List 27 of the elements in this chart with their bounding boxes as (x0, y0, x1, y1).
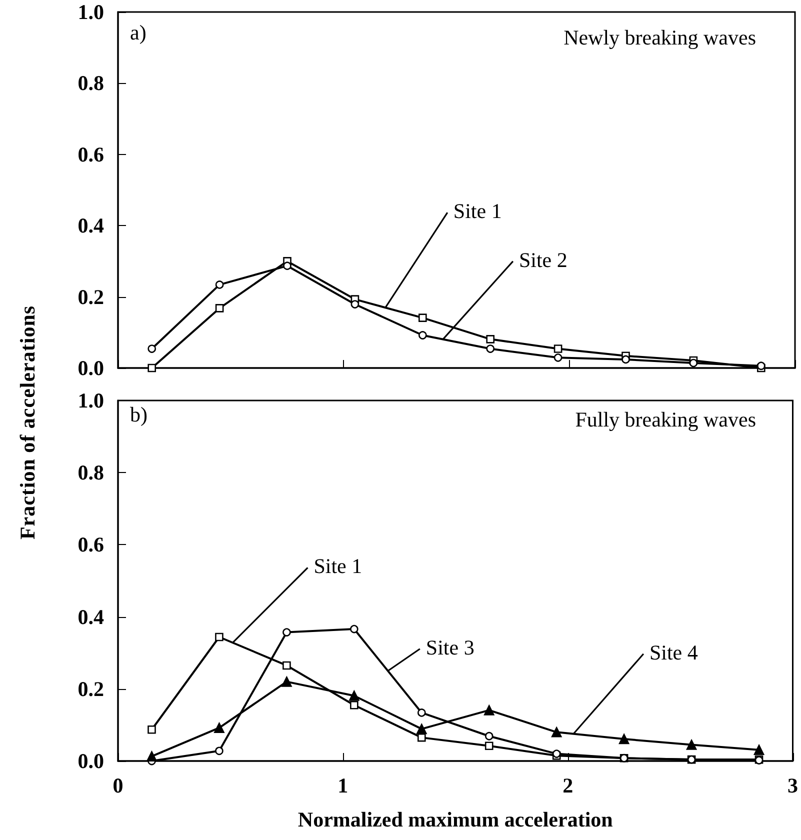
y-axis-title: Fraction of accelerations (16, 304, 40, 542)
y-tick-label: 0.8 (78, 460, 104, 485)
legend-label: Site 3 (426, 635, 474, 660)
y-tick-label: 0.4 (78, 604, 104, 629)
x-axis-title: Normalized maximum acceleration (298, 808, 614, 832)
text: Site 4 (649, 640, 698, 664)
text: Site 2 (518, 248, 568, 272)
y-tick-label: 0.2 (78, 676, 104, 701)
text: Site 1 (314, 554, 362, 578)
annotation: a) (130, 20, 146, 44)
y-tick-label: 0.8 (78, 71, 104, 96)
x-tick-label: 2 (562, 774, 574, 798)
y-tick-label: 0.4 (78, 214, 104, 238)
text: Site 1 (453, 199, 502, 224)
x-tick-label: 1 (338, 774, 348, 798)
x-tick-label: 0 (112, 774, 124, 798)
y-tick-label: 0.2 (78, 284, 104, 309)
y-tick-label: 0.0 (78, 356, 104, 380)
annotation: b) (130, 402, 148, 426)
x-tick-label: 3 (788, 774, 798, 798)
chart-title: Fully breaking waves (575, 408, 756, 432)
y-tick-label: 0.6 (78, 532, 104, 557)
text: Newly breaking waves (564, 26, 756, 50)
y-tick-label: 1.0 (78, 388, 104, 412)
y-tick-label: 0.6 (78, 142, 104, 166)
y-tick-label: 0.0 (78, 749, 104, 773)
y-tick-label: 1.0 (78, 0, 104, 24)
